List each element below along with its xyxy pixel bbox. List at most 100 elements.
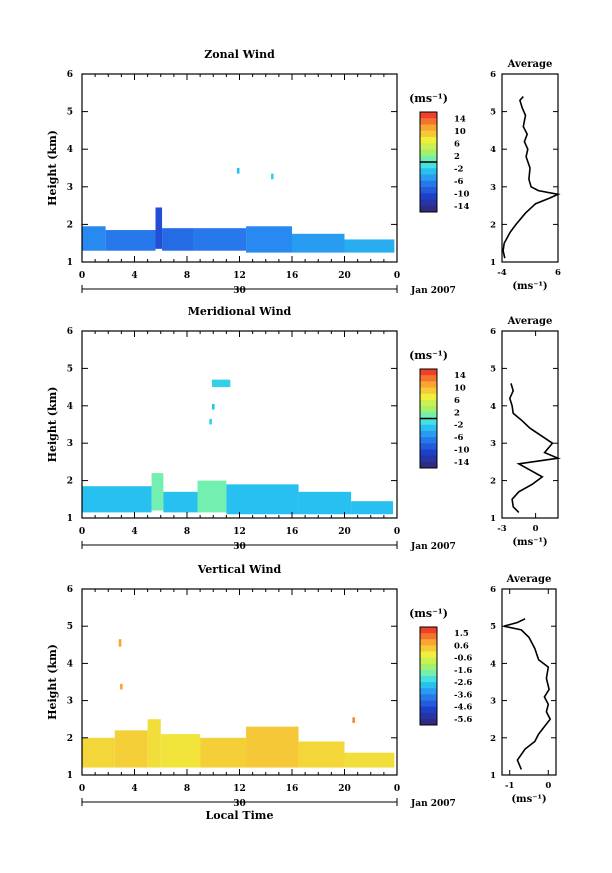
colorbar-tick-label: -2 bbox=[454, 164, 464, 174]
x-tick-label: 0 bbox=[79, 527, 85, 537]
date-label: 30 bbox=[233, 799, 246, 809]
month-label: Jan 2007 bbox=[410, 799, 456, 809]
x-tick-label: 12 bbox=[233, 527, 246, 537]
y-axis-label: Height (km) bbox=[46, 130, 59, 206]
average-title: Average bbox=[507, 59, 553, 70]
x-tick-label: 12 bbox=[233, 271, 246, 281]
colorbar-tick-label: -1.6 bbox=[454, 666, 472, 676]
colorbar-band bbox=[420, 657, 437, 665]
colorbar-band bbox=[420, 193, 437, 200]
heatmap-cell bbox=[151, 473, 164, 511]
colorbar-tick-label: 10 bbox=[454, 127, 466, 137]
x-tick-label: 0 bbox=[394, 527, 400, 537]
y-tick-label: 4 bbox=[67, 145, 73, 155]
average-x-tick-label: 6 bbox=[555, 268, 561, 278]
average-y-tick-label: 1 bbox=[490, 258, 496, 268]
month-label: Jan 2007 bbox=[410, 542, 456, 552]
average-frame bbox=[501, 73, 559, 263]
y-tick-label: 2 bbox=[67, 734, 73, 744]
colorbar-band bbox=[420, 639, 437, 646]
colorbar-band bbox=[420, 430, 437, 438]
x-tick-label: 0 bbox=[79, 784, 85, 794]
colorbar-band bbox=[420, 406, 437, 413]
colorbar-unit: (ms⁻¹) bbox=[409, 92, 448, 105]
colorbar-band bbox=[420, 437, 437, 444]
x-tick-label: 8 bbox=[184, 271, 190, 281]
colorbar-band bbox=[420, 700, 437, 708]
y-tick-label: 3 bbox=[67, 183, 73, 193]
average-profile-line bbox=[508, 383, 561, 513]
colorbar-tick-label: 14 bbox=[454, 114, 466, 124]
colorbar-tick-label: -14 bbox=[454, 458, 469, 468]
colorbar-band bbox=[420, 155, 437, 163]
y-tick-label: 6 bbox=[67, 70, 73, 80]
y-tick-label: 3 bbox=[67, 697, 73, 707]
average-y-tick-label: 3 bbox=[490, 183, 496, 193]
y-tick-label: 6 bbox=[67, 585, 73, 595]
average-x-label: (ms⁻¹) bbox=[512, 537, 547, 548]
month-label: Jan 2007 bbox=[410, 286, 456, 296]
average-x-tick-label: -1 bbox=[505, 781, 515, 791]
heatmap-cell bbox=[120, 683, 123, 690]
heatmap-cell bbox=[197, 480, 227, 513]
x-tick-label: 12 bbox=[233, 784, 246, 794]
average-y-tick-label: 3 bbox=[490, 697, 496, 707]
colorbar-band bbox=[420, 375, 437, 382]
heatmap-cell bbox=[114, 730, 148, 768]
average-y-tick-label: 4 bbox=[490, 145, 496, 155]
heatmap-cell bbox=[292, 233, 345, 253]
heatmap-cell bbox=[351, 501, 394, 515]
y-tick-label: 1 bbox=[67, 514, 73, 524]
colorbar-tick-label: -2 bbox=[454, 421, 464, 431]
heatmap-cell bbox=[344, 239, 395, 253]
colorbar-band bbox=[420, 694, 437, 701]
y-tick-label: 4 bbox=[67, 659, 73, 669]
average-frame bbox=[501, 588, 557, 776]
colorbar-tick-label: -5.6 bbox=[454, 715, 472, 725]
average-title: Average bbox=[506, 574, 552, 585]
colorbar-band bbox=[420, 137, 437, 144]
colorbar-tick-label: 2 bbox=[454, 152, 460, 162]
date-label: 30 bbox=[233, 286, 246, 296]
heatmap-cell bbox=[193, 228, 247, 251]
average-frame bbox=[501, 330, 559, 519]
panel-title: Vertical Wind bbox=[197, 563, 282, 576]
x-tick-label: 0 bbox=[79, 271, 85, 281]
heatmap-cell bbox=[211, 403, 215, 410]
panel-title: Zonal Wind bbox=[204, 48, 275, 61]
colorbar-band bbox=[420, 162, 437, 169]
colorbar-tick-label: -4.6 bbox=[454, 703, 472, 713]
x-tick-label: 20 bbox=[338, 271, 351, 281]
colorbar-band bbox=[420, 443, 437, 450]
average-y-tick-label: 3 bbox=[490, 439, 496, 449]
colorbar-band bbox=[420, 449, 437, 457]
colorbar-tick-label: 1.5 bbox=[454, 629, 469, 639]
average-y-tick-label: 4 bbox=[490, 659, 496, 669]
colorbar-tick-label: 2 bbox=[454, 408, 460, 418]
y-tick-label: 3 bbox=[67, 439, 73, 449]
average-x-label: (ms⁻¹) bbox=[512, 281, 547, 292]
heatmap-cell bbox=[209, 418, 212, 425]
heatmap-cell bbox=[147, 719, 161, 768]
colorbar-band bbox=[420, 645, 437, 652]
colorbar-band bbox=[420, 199, 437, 207]
colorbar-band bbox=[420, 143, 437, 150]
colorbar-band bbox=[420, 718, 437, 726]
heatmap-cell bbox=[162, 228, 194, 251]
average-y-tick-label: 5 bbox=[490, 364, 496, 374]
colorbar-tick-label: -10 bbox=[454, 189, 469, 199]
colorbar-band bbox=[420, 663, 437, 671]
heatmap-cell bbox=[211, 379, 231, 388]
colorbar-band bbox=[420, 418, 437, 426]
colorbar-band bbox=[420, 669, 437, 677]
colorbar-frame bbox=[419, 626, 438, 726]
x-tick-label: 16 bbox=[286, 527, 299, 537]
panel-title: Meridional Wind bbox=[188, 305, 292, 318]
colorbar-tick-label: 0.6 bbox=[454, 641, 469, 651]
heatmap-cell bbox=[344, 752, 395, 768]
y-tick-label: 6 bbox=[67, 327, 73, 337]
heatmap-cell bbox=[160, 734, 201, 768]
heatmap-cell bbox=[226, 484, 299, 515]
heatmap-cell bbox=[236, 168, 240, 174]
average-y-tick-label: 4 bbox=[490, 402, 496, 412]
